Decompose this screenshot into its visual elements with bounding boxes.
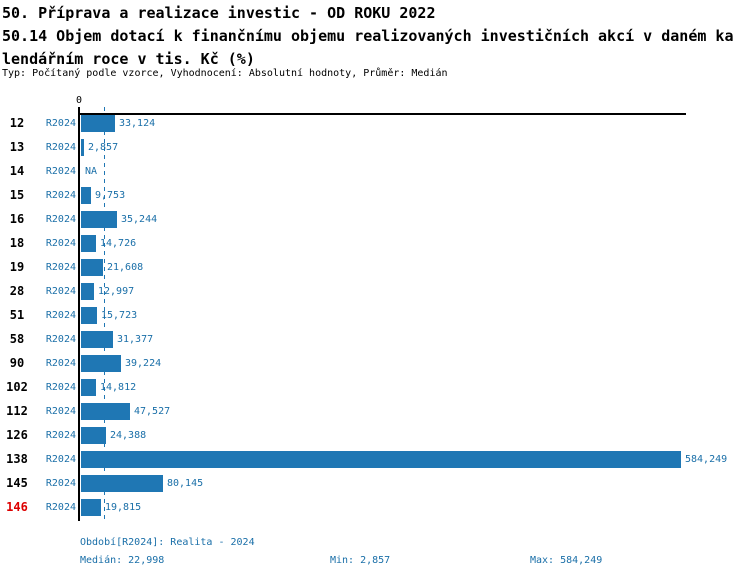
bar [81,187,91,204]
row-number: 12 [9,116,25,130]
bar [81,475,163,492]
footer-max: Max: 584,249 [530,555,603,566]
row-series-label: R2024 [45,262,76,273]
page-title-line-3: lendářním roce v tis. Kč (%) [2,50,255,68]
bar-value-label: 24,388 [110,430,147,441]
page-title-line-1: 50. Příprava a realizace investic - OD R… [2,4,436,22]
row-number: 19 [9,260,25,274]
row-series-label: R2024 [45,214,76,225]
row-series-label: R2024 [45,454,76,465]
row-number: 13 [9,140,25,154]
row-series-label: R2024 [45,334,76,345]
footer-min: Min: 2,857 [330,555,391,566]
bar [81,235,96,252]
row-series-label: R2024 [45,382,76,393]
row-number: 15 [9,188,25,202]
row-series-label: R2024 [45,406,76,417]
bar-value-label: 39,224 [125,358,162,369]
bar [81,451,681,468]
bar [81,331,113,348]
bar [81,211,117,228]
row-series-label: R2024 [45,238,76,249]
bar [81,427,106,444]
row-number: 90 [9,356,25,370]
bar [81,307,97,324]
median-dashed-line [104,107,105,521]
row-series-label: R2024 [45,358,76,369]
row-number: 14 [9,164,25,178]
bar-value-label: NA [85,166,98,177]
bar-value-label: 2,857 [88,142,119,153]
row-series-label: R2024 [45,118,76,129]
row-number: 28 [9,284,25,298]
row-number: 138 [6,452,28,466]
bar-value-label: 9,753 [95,190,126,201]
row-number: 18 [9,236,25,250]
bar-value-label: 12,997 [98,286,135,297]
bar-value-label: 80,145 [167,478,204,489]
row-series-label: R2024 [45,502,76,513]
row-series-label: R2024 [45,166,76,177]
bar [81,259,103,276]
bar-value-label: 14,726 [100,238,137,249]
y-axis-line [78,107,80,521]
bar-value-label: 31,377 [117,334,154,345]
bar [81,283,94,300]
x-axis-zero-tick-label: 0 [75,95,83,106]
bar-value-label: 21,608 [107,262,144,273]
row-series-label: R2024 [45,190,76,201]
row-series-label: R2024 [45,310,76,321]
bar-value-label: 19,815 [105,502,142,513]
row-series-label: R2024 [45,142,76,153]
bar [81,115,115,132]
bar-value-label: 47,527 [134,406,171,417]
bar-value-label: 33,124 [119,118,156,129]
page-title-line-2: 50.14 Objem dotací k finančnímu objemu r… [2,27,734,45]
row-series-label: R2024 [45,430,76,441]
row-series-label: R2024 [45,286,76,297]
bar [81,139,84,156]
row-number: 51 [9,308,25,322]
x-axis-line [78,113,686,115]
row-number: 145 [6,476,28,490]
bar [81,403,130,420]
bar-value-label: 35,244 [121,214,158,225]
row-number: 126 [6,428,28,442]
bar-value-label: 15,723 [101,310,138,321]
chart-subtitle: Typ: Počítaný podle vzorce, Vyhodnocení:… [2,68,448,79]
row-number: 112 [6,404,28,418]
bar [81,355,121,372]
footer-median: Medián: 22,998 [80,555,165,566]
row-number: 146 [6,500,28,514]
bar [81,499,101,516]
row-number: 16 [9,212,25,226]
bar-value-label: 14,812 [100,382,137,393]
bar [81,379,96,396]
row-number: 58 [9,332,25,346]
row-number: 102 [6,380,28,394]
row-series-label: R2024 [45,478,76,489]
bar-value-label: 584,249 [685,454,728,465]
footer-period: Období[R2024]: Realita - 2024 [80,537,255,548]
